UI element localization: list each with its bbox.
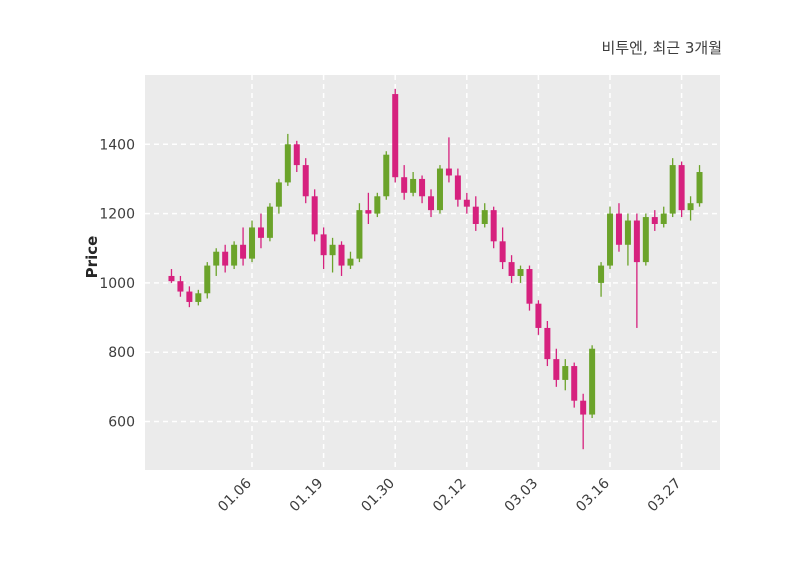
candle-body xyxy=(177,281,184,292)
candle-body xyxy=(642,217,649,263)
x-tick-label: 03.16 xyxy=(573,475,613,515)
candle-body xyxy=(544,327,551,360)
candle-body xyxy=(651,217,658,224)
y-tick-label: 600 xyxy=(108,414,135,430)
candle-body xyxy=(445,168,452,176)
candle-body xyxy=(553,359,560,380)
candle-body xyxy=(633,220,640,263)
y-tick-label: 1000 xyxy=(99,276,135,292)
y-tick-label: 1400 xyxy=(99,137,135,153)
candle-body xyxy=(329,244,336,256)
candle-body xyxy=(696,172,703,204)
candle-body xyxy=(383,154,390,197)
y-tick-label: 1200 xyxy=(99,207,135,223)
candle-body xyxy=(580,400,587,415)
candle-body xyxy=(231,244,238,266)
candle-body xyxy=(436,168,443,211)
candle-body xyxy=(499,241,506,263)
candle-body xyxy=(311,196,318,235)
candle-body xyxy=(419,178,426,197)
plot-area xyxy=(145,75,720,470)
x-tick-label: 01.06 xyxy=(215,475,255,515)
candle-body xyxy=(508,262,515,276)
x-tick-label: 01.19 xyxy=(287,476,327,516)
candle-body xyxy=(562,366,569,380)
candle-body xyxy=(222,251,229,266)
x-tick-label: 02.12 xyxy=(430,476,470,516)
candle-body xyxy=(347,258,354,266)
candle-body xyxy=(338,244,345,266)
candle-body xyxy=(374,196,381,214)
candle-body xyxy=(240,244,247,259)
candle-body xyxy=(687,203,694,211)
candle-body xyxy=(186,291,193,302)
candle-body xyxy=(517,269,524,276)
x-tick-label: 03.27 xyxy=(645,476,685,516)
candle-body xyxy=(249,227,256,259)
candle-body xyxy=(275,182,282,207)
candle-body xyxy=(401,177,408,193)
candle-body xyxy=(356,210,363,259)
candle-body xyxy=(454,175,461,200)
candle-body xyxy=(589,348,596,415)
candle-body xyxy=(213,251,220,266)
x-tick-label: 03.03 xyxy=(502,476,542,516)
y-tick-label: 800 xyxy=(108,345,135,361)
candle-body xyxy=(607,213,614,266)
candle-body xyxy=(463,199,470,207)
candle-body xyxy=(365,210,372,214)
candle-body xyxy=(660,213,667,224)
candle-body xyxy=(678,165,685,211)
candle-body xyxy=(168,275,175,282)
candle-body xyxy=(195,293,202,302)
candle-body xyxy=(410,178,417,193)
chart-title: 비투엔, 최근 3개월 xyxy=(601,39,722,57)
candle-body xyxy=(302,165,309,197)
candle-body xyxy=(293,144,300,166)
candle-body xyxy=(266,206,273,238)
candle-body xyxy=(472,206,479,224)
candle-body xyxy=(320,234,327,256)
x-tick-label: 01.30 xyxy=(358,476,398,516)
candle-body xyxy=(571,366,578,401)
candle-body xyxy=(526,269,533,304)
candle-body xyxy=(392,94,399,178)
candle-body xyxy=(598,265,605,283)
candle-body xyxy=(490,210,497,242)
candle-body xyxy=(428,196,435,211)
candle-body xyxy=(481,210,488,224)
candle-body xyxy=(284,144,291,183)
candle-body xyxy=(669,165,676,214)
candle-body xyxy=(257,227,264,238)
candle-body xyxy=(615,213,622,245)
y-axis-label: Price xyxy=(83,235,101,279)
candle-body xyxy=(204,265,211,294)
candle-body xyxy=(535,303,542,328)
candle-body xyxy=(624,220,631,245)
